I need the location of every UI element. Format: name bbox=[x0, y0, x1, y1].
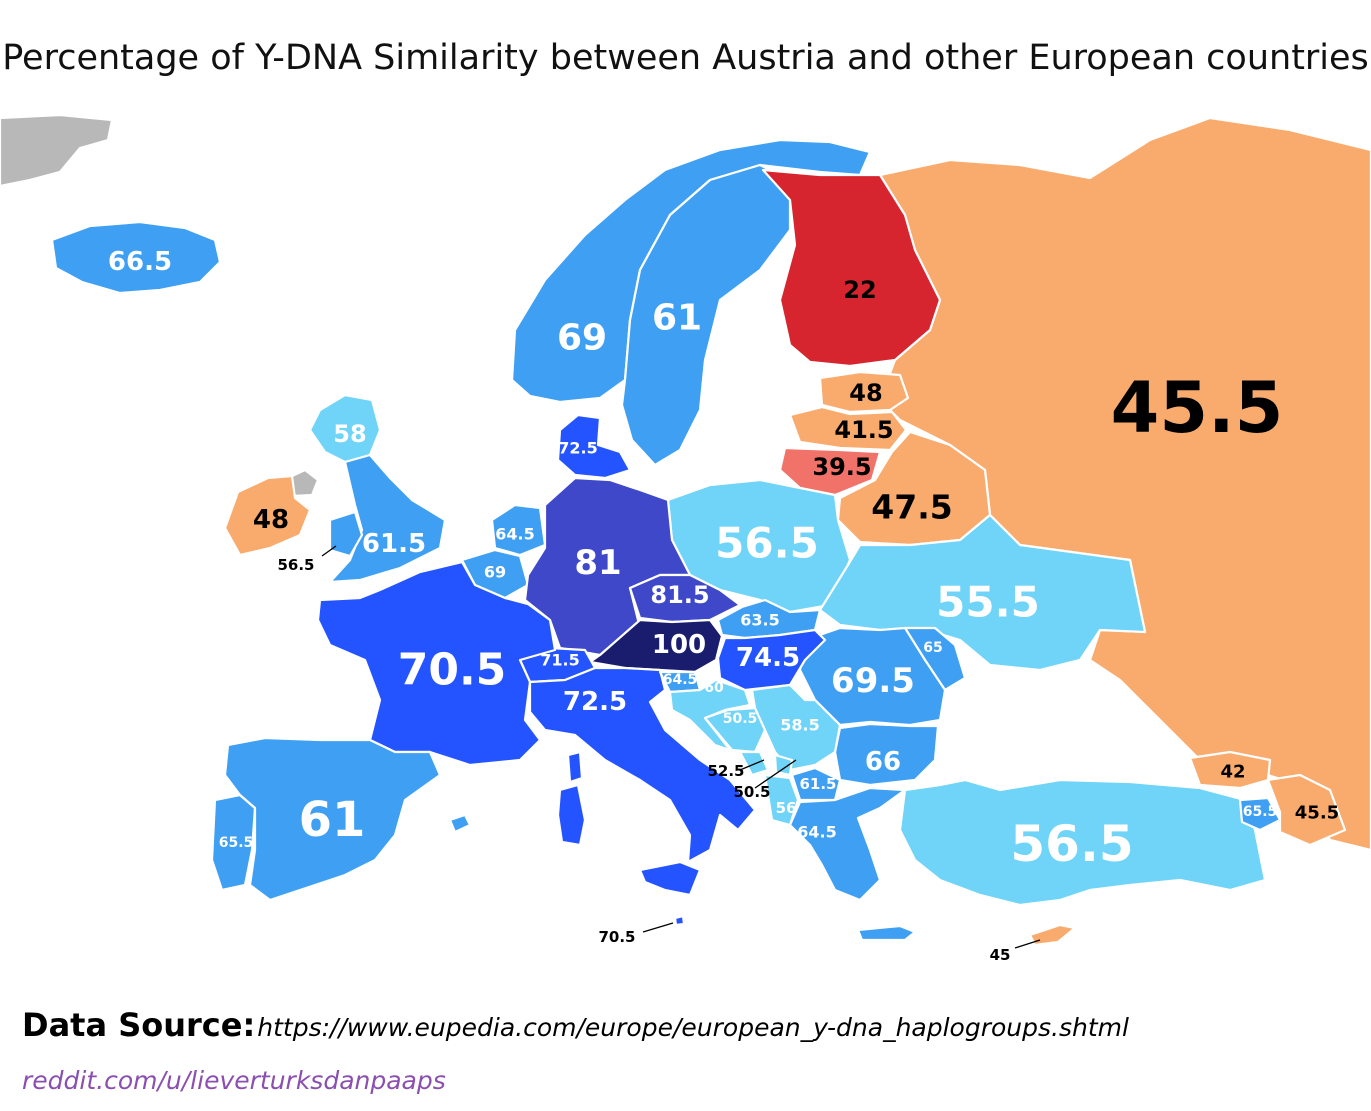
label-romania: 69.5 bbox=[831, 661, 915, 701]
region-lithuania bbox=[778, 446, 882, 497]
label-sweden: 61 bbox=[652, 298, 702, 339]
label-poland: 56.5 bbox=[715, 519, 819, 568]
region-iceland bbox=[50, 220, 222, 295]
label-iceland: 66.5 bbox=[108, 247, 172, 277]
region-malta bbox=[673, 914, 686, 927]
region-austria bbox=[588, 618, 724, 674]
label-croatia: 60 bbox=[704, 680, 724, 696]
label-estonia: 48 bbox=[849, 379, 882, 407]
label-bosnia: 50.5 bbox=[723, 711, 758, 727]
label-portugal: 65.5 bbox=[219, 835, 254, 851]
label-germany: 81 bbox=[574, 543, 621, 583]
region-azerbaijan bbox=[1266, 773, 1347, 847]
leader-montenegro bbox=[739, 759, 765, 771]
reddit-credit[interactable]: reddit.com/u/lieverturksdanpaaps bbox=[22, 1066, 446, 1095]
label-lithuania: 39.5 bbox=[812, 453, 871, 481]
data-source-label: Data Source: bbox=[22, 1006, 256, 1044]
region-sweden bbox=[620, 163, 792, 467]
region-slovakia bbox=[716, 598, 822, 640]
region-kosovo bbox=[773, 753, 794, 777]
label-ireland: 48 bbox=[253, 505, 289, 535]
label-spain: 61 bbox=[299, 792, 366, 848]
label-belgium: 69 bbox=[484, 563, 506, 582]
leader-cyprus bbox=[1014, 939, 1041, 949]
leader-wales bbox=[321, 545, 337, 557]
region-finland bbox=[761, 168, 942, 368]
label-netherlands: 64.5 bbox=[495, 525, 534, 544]
data-source-url[interactable]: https://www.eupedia.com/europe/european_… bbox=[257, 1013, 1129, 1042]
label-czechia: 81.5 bbox=[650, 581, 709, 609]
region-wales bbox=[328, 510, 364, 558]
map-title: Percentage of Y-DNA Similarity between A… bbox=[2, 38, 1369, 78]
label-georgia: 42 bbox=[1220, 762, 1245, 783]
label-greece: 64.5 bbox=[797, 823, 836, 842]
label-switzerland: 71.5 bbox=[540, 651, 579, 670]
region-sardinia bbox=[556, 783, 587, 847]
region-denmark bbox=[556, 413, 632, 480]
label-armenia: 65.5 bbox=[1243, 804, 1278, 820]
region-crete bbox=[856, 924, 917, 942]
region-france bbox=[316, 560, 557, 767]
label-belarus: 47.5 bbox=[871, 488, 952, 527]
leader-kosovo bbox=[754, 759, 797, 789]
region-germany bbox=[523, 476, 692, 657]
label-kosovo: 50.5 bbox=[733, 783, 770, 801]
label-russia: 45.5 bbox=[1111, 367, 1284, 449]
label-serbia: 58.5 bbox=[780, 716, 819, 735]
region-armenia bbox=[1238, 796, 1282, 832]
label-azerbaijan: 45.5 bbox=[1295, 803, 1339, 824]
region-greece bbox=[788, 786, 907, 902]
region-czechia bbox=[628, 573, 742, 624]
label-moldova: 65 bbox=[923, 640, 942, 656]
label-turkey: 56.5 bbox=[1010, 815, 1133, 873]
region-belarus bbox=[836, 430, 992, 547]
label-cyprus: 45 bbox=[990, 946, 1011, 964]
label-slovenia: 64.5 bbox=[663, 672, 698, 688]
label-finland: 22 bbox=[843, 276, 876, 304]
label-norway: 69 bbox=[557, 318, 607, 359]
label-italy: 72.5 bbox=[563, 687, 627, 717]
label-wales: 56.5 bbox=[277, 556, 314, 574]
label-bulgaria: 66 bbox=[865, 747, 901, 777]
label-north-macedonia: 61.5 bbox=[799, 775, 836, 793]
region-bulgaria bbox=[833, 722, 940, 787]
label-england: 61.5 bbox=[362, 529, 426, 559]
region-latvia bbox=[788, 405, 908, 452]
label-latvia: 41.5 bbox=[834, 416, 893, 444]
data-source: Data Source:https://www.eupedia.com/euro… bbox=[22, 1006, 1129, 1044]
label-montenegro: 52.5 bbox=[707, 762, 744, 780]
region-england bbox=[328, 453, 447, 584]
region-sicily bbox=[638, 860, 702, 897]
region-corsica bbox=[566, 750, 584, 784]
label-scotland: 58 bbox=[333, 420, 366, 448]
region-italy bbox=[528, 666, 757, 864]
label-albania: 56 bbox=[776, 799, 797, 817]
label-malta: 70.5 bbox=[598, 928, 635, 946]
label-france: 70.5 bbox=[398, 645, 507, 696]
label-denmark: 72.5 bbox=[558, 439, 597, 458]
region-balearic bbox=[448, 813, 472, 834]
label-hungary: 74.5 bbox=[736, 643, 800, 673]
leader-malta bbox=[642, 922, 674, 933]
label-austria: 100 bbox=[652, 630, 706, 660]
region-spain bbox=[223, 736, 442, 902]
region-cyprus bbox=[1028, 923, 1077, 947]
region-serbia bbox=[750, 683, 842, 772]
region-turkey bbox=[898, 778, 1267, 907]
region-norway bbox=[510, 138, 872, 404]
region-ireland bbox=[223, 474, 312, 557]
region-greenland bbox=[0, 113, 114, 188]
region-north-macedonia bbox=[790, 766, 842, 802]
region-estonia bbox=[818, 370, 910, 414]
label-slovakia: 63.5 bbox=[740, 611, 779, 630]
label-ukraine: 55.5 bbox=[936, 578, 1040, 627]
